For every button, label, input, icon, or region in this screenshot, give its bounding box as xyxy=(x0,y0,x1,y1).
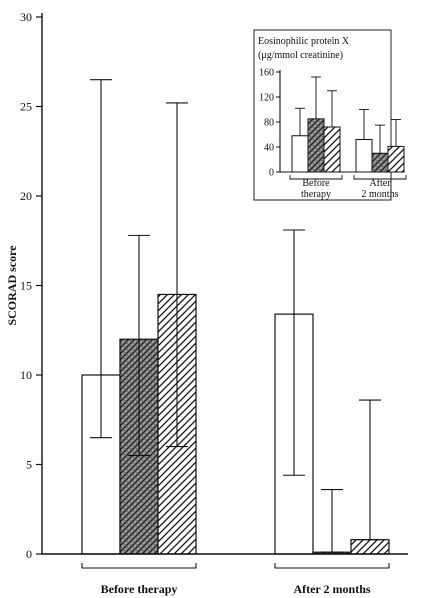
inset-bar xyxy=(387,145,405,173)
inset-y-tick-label: 0 xyxy=(269,168,274,179)
main-category-bracket xyxy=(81,563,197,569)
inset-bar xyxy=(323,126,341,173)
inset-category-label: After xyxy=(369,178,391,189)
inset-y-tick-label: 160 xyxy=(259,68,274,79)
inset-y-ticks: 0 40 80 120 160 xyxy=(259,68,280,179)
main-category-labels: Before therapy After 2 months xyxy=(81,563,390,596)
main-bars xyxy=(81,79,390,555)
main-y-axis-label: SCORAD score xyxy=(5,245,19,326)
inset-title: Eosinophilic protein X (μg/mmol creatinin… xyxy=(258,36,350,61)
inset-y-tick-label: 120 xyxy=(259,93,274,104)
main-y-ticks: 0 5 10 15 20 25 30 xyxy=(20,10,42,561)
main-y-tick-label: 25 xyxy=(20,100,32,114)
inset-y-tick-label: 80 xyxy=(264,118,274,129)
main-y-tick-label: 5 xyxy=(26,458,32,472)
main-category-label: After 2 months xyxy=(293,582,370,596)
inset-bar xyxy=(307,118,325,173)
main-y-tick-label: 15 xyxy=(20,279,32,293)
main-y-tick-label: 0 xyxy=(26,547,32,561)
main-y-tick-label: 10 xyxy=(20,368,32,382)
main-bar xyxy=(350,539,390,555)
inset-chart: Eosinophilic protein X (μg/mmol creatinin… xyxy=(253,29,407,201)
inset-bar xyxy=(355,139,373,173)
inset-category-label: 2 months xyxy=(362,189,399,200)
inset-title-line: Eosinophilic protein X xyxy=(258,36,350,47)
inset-axes xyxy=(279,70,386,173)
main-axes xyxy=(41,13,408,555)
inset-y-tick-label: 40 xyxy=(264,143,274,154)
main-y-tick-label: 20 xyxy=(20,189,32,203)
inset-bar xyxy=(291,135,309,173)
inset-category-bracket xyxy=(289,175,343,180)
main-category-label: Before therapy xyxy=(101,582,178,596)
inset-bars xyxy=(291,76,405,173)
main-y-tick-label: 30 xyxy=(20,10,32,24)
inset-category-label: therapy xyxy=(301,189,331,200)
main-category-bracket xyxy=(274,563,390,569)
inset-category-label: Before xyxy=(302,178,330,189)
inset-bar xyxy=(371,152,389,173)
main-chart: SCORAD score 0 5 10 15 20 25 30 Before therapy… xyxy=(5,10,408,596)
inset-title-line: (μg/mmol creatinine) xyxy=(258,50,343,61)
inset-category-bracket xyxy=(353,175,407,180)
